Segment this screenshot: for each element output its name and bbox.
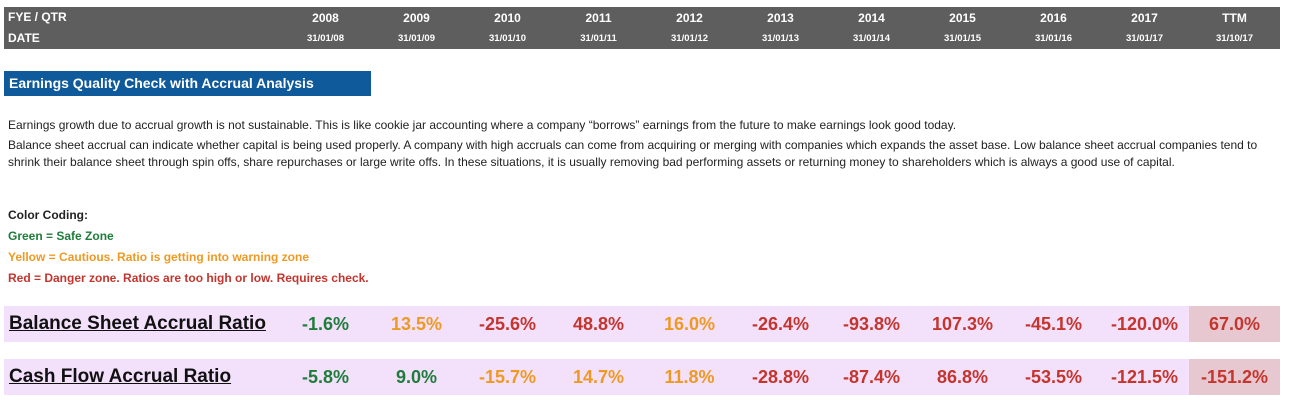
ratio-label: Cash Flow Accrual Ratio <box>9 366 232 387</box>
date-header: 31/01/16 <box>1035 33 1072 44</box>
ratio-value: 13.5% <box>390 314 443 334</box>
year-header: 2009 <box>403 11 430 25</box>
period-header: FYE / QTR 2008 2009 2010 2011 2012 2013 … <box>4 7 1280 49</box>
ratio-value-ttm: 67.0% <box>1189 306 1280 342</box>
year-header: 2015 <box>949 11 976 25</box>
year-header: 2014 <box>858 11 885 25</box>
date-header: 31/01/14 <box>853 33 890 44</box>
date-header: 31/10/17 <box>1216 33 1253 44</box>
description-paragraph: Balance sheet accrual can indicate wheth… <box>8 138 1258 169</box>
ratio-value: -5.8% <box>301 367 350 387</box>
ratio-value: -121.5% <box>1110 367 1179 387</box>
description-paragraph: Earnings growth due to accrual growth is… <box>8 118 957 132</box>
year-header: 2011 <box>585 11 612 25</box>
legend-yellow: Yellow = Cautious. Ratio is getting into… <box>8 250 310 264</box>
ratio-value: -1.6% <box>301 314 350 334</box>
ratio-label: Balance Sheet Accrual Ratio <box>9 313 266 334</box>
date-header: 31/01/09 <box>398 33 435 44</box>
fye-qtr-label: FYE / QTR <box>8 10 67 24</box>
year-header: 2013 <box>767 11 794 25</box>
ratio-value: -53.5% <box>1024 367 1083 387</box>
ratio-value: 16.0% <box>663 314 716 334</box>
ratio-value: -93.8% <box>842 314 901 334</box>
date-row: DATE 31/01/08 31/01/09 31/01/10 31/01/11… <box>4 28 1280 48</box>
legend-green: Green = Safe Zone <box>8 229 114 243</box>
cash-flow-accrual-row: Cash Flow Accrual Ratio -5.8% 9.0% -15.7… <box>4 359 1280 395</box>
year-header: 2008 <box>312 11 339 25</box>
date-header: 31/01/15 <box>944 33 981 44</box>
color-coding-title: Color Coding: <box>8 208 88 222</box>
legend-red: Red = Danger zone. Ratios are too high o… <box>8 271 369 285</box>
date-label: DATE <box>8 31 40 45</box>
year-header: TTM <box>1222 11 1247 25</box>
year-header: 2016 <box>1040 11 1067 25</box>
ratio-value: 11.8% <box>664 367 715 387</box>
year-header: 2012 <box>676 11 703 25</box>
ratio-value: 14.7% <box>572 367 625 387</box>
date-header: 31/01/10 <box>489 33 526 44</box>
ratio-value: -25.6% <box>478 314 537 334</box>
ratio-value: -28.8% <box>751 367 810 387</box>
date-header: 31/01/17 <box>1126 33 1163 44</box>
fiscal-year-row: FYE / QTR 2008 2009 2010 2011 2012 2013 … <box>4 7 1280 27</box>
date-header: 31/01/08 <box>307 33 344 44</box>
ratio-value-ttm: -151.2% <box>1189 359 1280 395</box>
balance-sheet-accrual-row: Balance Sheet Accrual Ratio -1.6% 13.5% … <box>4 306 1280 342</box>
ratio-value: 9.0% <box>395 367 438 387</box>
ratio-value: 48.8% <box>572 314 625 334</box>
year-header: 2017 <box>1131 11 1158 25</box>
ratio-value: -87.4% <box>842 367 901 387</box>
ratio-value: -120.0% <box>1110 314 1179 334</box>
date-header: 31/01/12 <box>671 33 708 44</box>
ratio-value: 107.3% <box>931 314 994 334</box>
year-header: 2010 <box>494 11 521 25</box>
date-header: 31/01/11 <box>580 33 617 44</box>
ratio-value: -26.4% <box>751 314 810 334</box>
section-title: Earnings Quality Check with Accrual Anal… <box>4 71 371 96</box>
ratio-value: -45.1% <box>1024 314 1083 334</box>
ratio-value: -15.7% <box>478 367 537 387</box>
ratio-value: 86.8% <box>936 367 989 387</box>
date-header: 31/01/13 <box>762 33 799 44</box>
